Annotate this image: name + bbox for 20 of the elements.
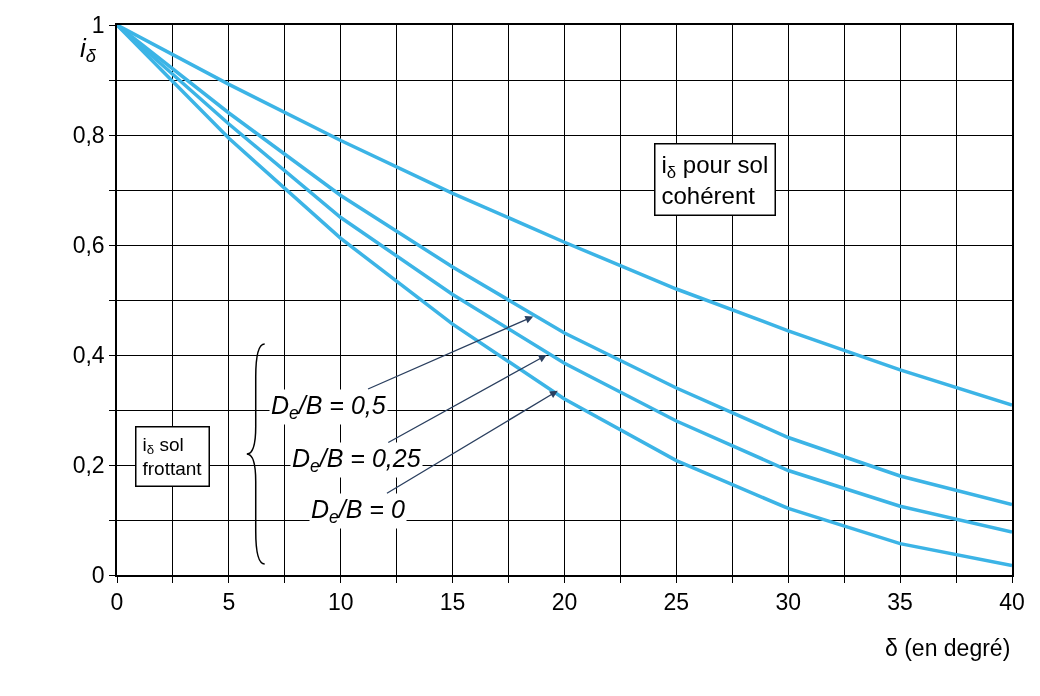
y-tick-label: 0,2 [72, 452, 105, 479]
y-tick-label: 0 [91, 562, 105, 589]
x-tick-label: 5 [222, 589, 236, 616]
x-tick-label: 0 [110, 589, 124, 616]
x-tick-label: 25 [663, 589, 690, 616]
annotation: D$_{e}$/B = 0,5 [271, 391, 386, 424]
y-tick-label: 0,8 [72, 122, 105, 149]
x-axis-title: δ (en degré) [885, 635, 1011, 661]
y-axis-title: i$_{δ}$ [661, 150, 677, 182]
x-tick-label: 20 [551, 589, 578, 616]
y-tick-label: 0,4 [72, 342, 105, 369]
x-tick-label: 40 [999, 589, 1025, 616]
annotation: i$_{δ}$ sol frottant [142, 433, 203, 480]
annotation: D$_{e}$/B = 0,25 [292, 444, 421, 477]
x-tick-label: 10 [327, 589, 354, 616]
x-tick-label: 35 [887, 589, 913, 616]
x-tick-label: 30 [775, 589, 802, 616]
y-tick-label: 0,6 [72, 232, 105, 259]
annotation: D$_{e}$/B = 0 [311, 495, 405, 528]
x-tick-label: 15 [439, 589, 466, 616]
